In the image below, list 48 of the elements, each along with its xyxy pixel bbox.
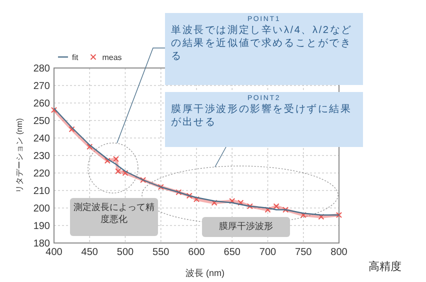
point [246,203,253,210]
point [282,206,289,213]
point [336,212,342,218]
point [273,203,280,210]
y-tick-label: 260 [33,98,50,110]
x-tick-label: 800 [330,247,348,258]
legend-label: fit [72,53,79,62]
y-tick-label: 200 [33,204,50,214]
point [186,192,192,199]
x-tick-label: 600 [188,247,206,258]
point [318,214,324,220]
point [211,200,218,206]
y-tick-label: 220 [33,168,50,180]
point [194,196,200,202]
y-tick-label: 250 [33,116,50,127]
y-tick-label: 270 [33,81,50,92]
x-tick-label: 400 [46,247,63,258]
picture-callout-box: 測定波長によって精度悪化 [70,198,158,236]
x-tick-label: 450 [81,247,98,258]
point [68,126,75,132]
point [104,158,110,164]
x-tick-label: 500 [116,247,134,258]
x-axis-title: 波長 (nm) [186,268,224,278]
y-tick-label: 210 [33,186,50,197]
point [112,156,119,162]
y-tick-label: 180 [33,238,50,250]
y-tick-label: 240 [33,134,50,144]
point [229,198,236,204]
y-axis-title: リタデーション (nm) [15,118,24,193]
y-tick-label: 280 [33,64,50,74]
x-tick-label: 650 [224,247,241,258]
x-tick-label: 700 [259,247,277,258]
point [158,184,164,190]
point [238,200,244,206]
x-tick-label: 550 [152,247,170,258]
x-tick-label: 750 [295,247,312,258]
point [140,177,146,183]
point [51,107,57,113]
y-tick-label: 190 [33,221,50,232]
annotation: 膜厚干渉波形の影響を受けずに結果が出せる [171,103,353,129]
y-tick-label: 230 [33,151,50,162]
point [264,206,271,213]
text: 高精度 [368,260,402,273]
point [176,189,182,196]
picture-callout-box: 膜厚干渉波形 [202,217,290,237]
point [300,212,306,218]
legend-label: meas [102,53,122,62]
point [86,144,93,150]
